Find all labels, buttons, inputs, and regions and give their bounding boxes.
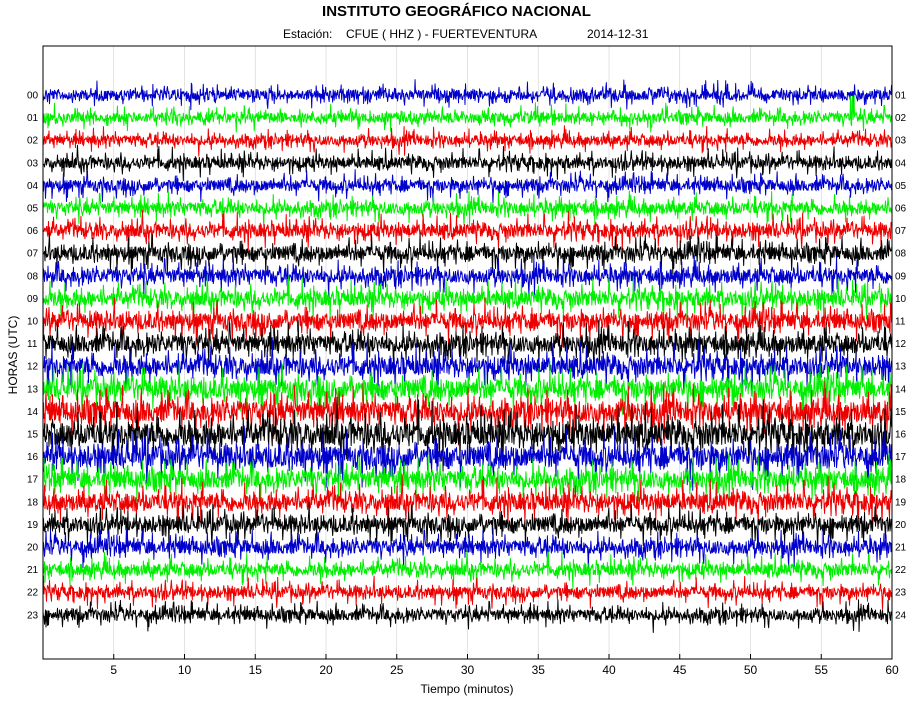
right-hour-label: 21 [895,543,907,554]
left-hour-label: 00 [27,91,39,102]
right-hour-label: 20 [895,520,907,531]
trace-hour-05 [42,190,893,228]
x-tick-label: 55 [815,663,829,677]
trace-hour-23 [42,599,893,633]
x-tick-label: 45 [673,663,687,677]
right-hour-label: 06 [895,204,907,215]
right-hour-label: 10 [895,294,907,305]
left-hour-label: 09 [27,294,39,305]
trace-hour-08 [42,255,893,299]
trace-hour-20 [42,527,893,570]
right-hour-label: 19 [895,497,907,508]
left-hour-label: 03 [27,158,39,169]
left-hour-label: 20 [27,543,39,554]
x-tick-label: 50 [744,663,758,677]
left-hour-label: 19 [27,520,39,531]
left-hour-label: 17 [27,475,39,486]
left-hour-label: 06 [27,226,39,237]
x-tick-label: 10 [178,663,192,677]
trace-hour-00 [42,79,893,111]
x-tick-label: 25 [390,663,404,677]
trace-hour-01 [42,94,893,133]
trace-hour-21 [42,549,893,590]
x-tick-label: 5 [110,663,117,677]
trace-hour-18 [42,474,893,530]
right-hour-label: 22 [895,565,907,576]
x-axis-label: Tiempo (minutos) [421,682,514,696]
station-date: 2014-12-31 [587,27,649,41]
right-hour-label: 09 [895,271,907,282]
x-tick-label: 20 [319,663,333,677]
trace-hour-02 [42,125,893,157]
trace-hour-06 [42,209,893,253]
trace-hour-15 [42,396,893,472]
right-hour-label: 12 [895,339,907,350]
x-tick-label: 30 [461,663,475,677]
left-hour-label: 02 [27,136,39,147]
hour-labels: 00 01 02 03 04 05 06 07 08 09 10 11 12 13 14 15 16 17 18 19… [27,91,907,622]
trace-hour-09 [42,273,893,324]
right-hour-label: 03 [895,136,907,147]
left-hour-label: 10 [27,317,39,328]
right-hour-label: 08 [895,249,907,260]
trace-hour-22 [42,575,893,611]
trace-hour-04 [42,169,893,204]
right-hour-label: 18 [895,475,907,486]
left-hour-label: 04 [27,181,39,192]
left-hour-label: 05 [27,204,39,215]
trace-hour-16 [42,425,893,491]
x-tick-label: 15 [249,663,263,677]
left-hour-label: 16 [27,452,39,463]
station-prefix: Estación: [283,27,333,41]
left-hour-label: 11 [27,339,38,350]
left-hour-label: 21 [27,565,39,576]
right-hour-label: 04 [895,158,907,169]
left-hour-label: 23 [27,610,39,621]
trace-hour-07 [42,232,893,277]
right-hour-label: 13 [895,362,907,373]
trace-hour-12 [42,336,893,396]
x-tick-label: 35 [532,663,546,677]
left-hour-label: 12 [27,362,39,373]
left-hour-label: 01 [27,113,39,124]
right-hour-label: 23 [895,588,907,599]
x-axis-ticks: 5 10 15 20 25 30 35 40 45 50 55 60 [110,654,899,677]
trace-hour-14 [42,380,893,446]
x-tick-label: 40 [602,663,616,677]
page-title: INSTITUTO GEOGRÁFICO NACIONAL [322,3,591,20]
station-name: CFUE ( HHZ ) - FUERTEVENTURA [346,27,538,41]
right-hour-label: 15 [895,407,907,418]
left-hour-label: 14 [27,407,39,418]
trace-hour-17 [42,452,893,509]
right-hour-label: 07 [895,226,907,237]
right-hour-label: 16 [895,430,907,441]
trace-hour-03 [42,144,893,182]
left-hour-label: 18 [27,497,39,508]
right-hour-label: 02 [895,113,907,124]
right-hour-label: 17 [895,452,907,463]
right-hour-label: 11 [895,317,906,328]
trace-hour-19 [42,502,893,549]
seismic-traces [42,79,893,633]
right-hour-label: 01 [895,91,907,102]
y-axis-label: HORAS (UTC) [6,316,20,395]
right-hour-label: 24 [895,610,907,621]
left-hour-label: 15 [27,430,39,441]
right-hour-label: 05 [895,181,907,192]
left-hour-label: 07 [27,249,39,260]
trace-hour-11 [42,318,893,372]
left-hour-label: 13 [27,384,39,395]
left-hour-label: 08 [27,271,39,282]
trace-hour-10 [42,297,893,348]
left-hour-label: 22 [27,588,39,599]
right-hour-label: 14 [895,384,907,395]
x-tick-label: 60 [885,663,899,677]
